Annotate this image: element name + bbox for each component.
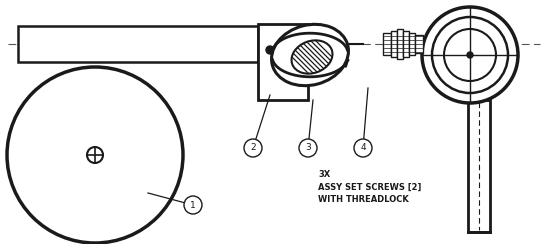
Text: 3X
ASSY SET SCREWS [2]
WITH THREADLOCK: 3X ASSY SET SCREWS [2] WITH THREADLOCK <box>318 170 421 204</box>
Circle shape <box>444 29 496 81</box>
Polygon shape <box>468 100 490 232</box>
Circle shape <box>87 147 103 163</box>
Circle shape <box>422 7 518 103</box>
Circle shape <box>266 46 274 54</box>
Polygon shape <box>409 33 415 55</box>
Circle shape <box>7 67 183 243</box>
Polygon shape <box>18 26 258 62</box>
Text: 2: 2 <box>250 143 256 152</box>
Polygon shape <box>391 31 397 57</box>
Polygon shape <box>397 29 403 59</box>
Polygon shape <box>468 55 490 100</box>
Text: 1: 1 <box>190 201 196 210</box>
Polygon shape <box>403 31 409 57</box>
Circle shape <box>467 52 473 58</box>
Polygon shape <box>383 33 391 55</box>
Polygon shape <box>258 24 308 100</box>
Circle shape <box>354 139 372 157</box>
Text: 4: 4 <box>360 143 366 152</box>
Ellipse shape <box>291 40 332 74</box>
Circle shape <box>432 17 508 93</box>
Ellipse shape <box>271 24 349 86</box>
Text: 3: 3 <box>305 143 311 152</box>
Circle shape <box>299 139 317 157</box>
Circle shape <box>184 196 202 214</box>
Circle shape <box>244 139 262 157</box>
Polygon shape <box>415 35 423 53</box>
